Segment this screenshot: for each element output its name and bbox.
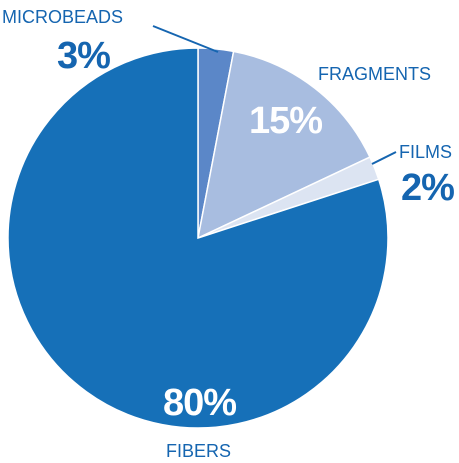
films-category-label: FILMS [399,142,452,162]
films-leader-line [371,151,397,165]
fibers-category-label: FIBERS [166,441,231,461]
leader-lines [152,25,397,165]
microbeads-category-label: MICROBEADS [2,7,123,27]
films-percent-label: 2% [401,167,454,209]
pie-slices [7,47,389,429]
pie-slice-fragments [196,50,371,240]
fragments-percent-label: 15% [249,100,322,142]
microbeads-leader-line [152,25,219,53]
fibers-percent-label: 80% [163,382,236,424]
pie-slice-fibers [7,47,389,429]
microbeads-percent-label: 3% [57,35,110,77]
fragments-category-label: FRAGMENTS [318,64,431,84]
